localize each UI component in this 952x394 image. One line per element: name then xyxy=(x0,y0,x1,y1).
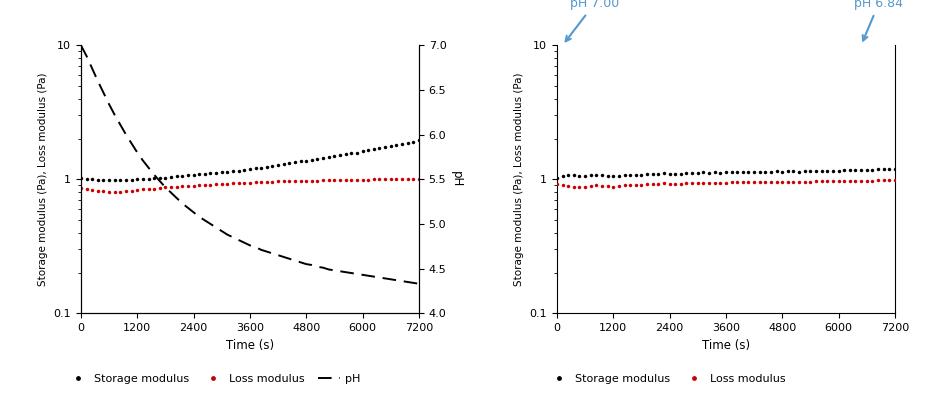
Y-axis label: pH: pH xyxy=(450,171,463,188)
Legend: Storage modulus, Loss modulus, pH: Storage modulus, Loss modulus, pH xyxy=(63,370,365,388)
Legend: Storage modulus, Loss modulus: Storage modulus, Loss modulus xyxy=(544,370,790,388)
Y-axis label: Storage modulus (Pa), Loss modulus (Pa): Storage modulus (Pa), Loss modulus (Pa) xyxy=(38,72,48,286)
X-axis label: Time (s): Time (s) xyxy=(226,338,274,351)
Text: pH 6.84: pH 6.84 xyxy=(854,0,903,41)
X-axis label: Time (s): Time (s) xyxy=(702,338,750,351)
Text: pH 7.00: pH 7.00 xyxy=(565,0,619,41)
Y-axis label: Storage modulus (Pa), Loss modulus (Pa): Storage modulus (Pa), Loss modulus (Pa) xyxy=(514,72,524,286)
